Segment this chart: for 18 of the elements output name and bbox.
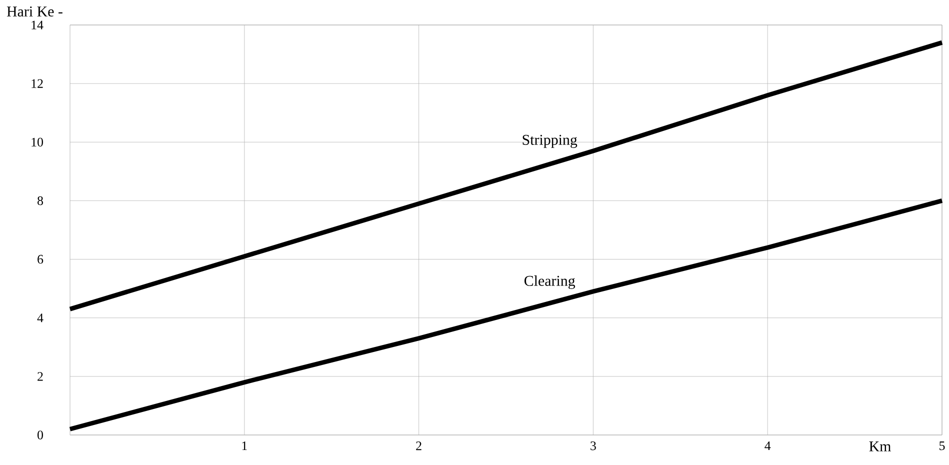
y-axis-title: Hari Ke - [6,6,62,17]
series-label: Stripping [522,134,578,148]
y-tick-label: 12 [32,79,43,88]
y-tick-label: 2 [38,372,43,381]
y-tick-label: 4 [37,314,44,322]
y-tick-label: 8 [38,196,44,206]
series-label: Clearing [524,275,576,289]
y-tick-label: 0 [38,430,44,440]
line-series [68,198,944,432]
x-tick-label: 1 [242,442,247,450]
x-tick-label: 4 [764,441,771,450]
y-tick-label: 14 [32,20,44,30]
y-tick-label: 10 [32,138,43,146]
x-tick-label: 3 [590,441,596,450]
x-tick-label: 2 [416,441,422,450]
y-tick-label: 6 [38,254,44,264]
x-tick-label: 5 [940,441,945,450]
x-axis-title: Km [869,442,891,452]
